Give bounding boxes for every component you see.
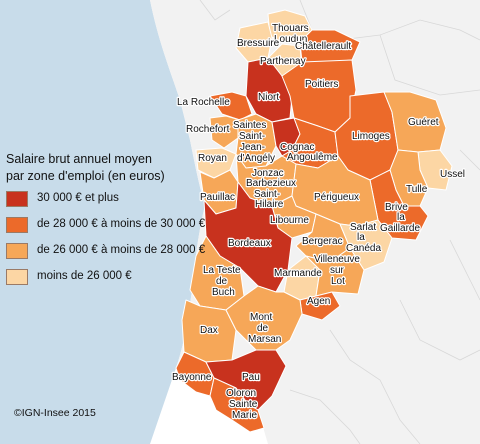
legend-title-line2: par zone d'emploi (en euros) bbox=[6, 169, 165, 183]
label-limoges: Limoges bbox=[352, 131, 390, 142]
legend-label: 30 000 € et plus bbox=[37, 192, 119, 204]
label-brive: Brive bbox=[385, 202, 408, 213]
label-lot: Lot bbox=[331, 276, 345, 287]
legend-item-under-26000: moins de 26 000 € bbox=[6, 267, 202, 289]
label-mont: Mont bbox=[250, 312, 272, 323]
zone-mont-de-marsan[interactable] bbox=[225, 285, 303, 351]
zone-oloron-sainte-marie[interactable] bbox=[209, 377, 265, 433]
label-saint-hilaire-1: Saint- bbox=[254, 189, 280, 200]
label-thouars: Thouars bbox=[272, 23, 309, 34]
label-agen: Agen bbox=[307, 296, 330, 307]
label-jonzac: Jonzac bbox=[252, 168, 284, 179]
label-gaillarde: Gaillarde bbox=[380, 223, 420, 234]
zone-niort[interactable] bbox=[245, 57, 293, 123]
zone-labels: Thouars Loudun Bressuire Châtellerault P… bbox=[171, 22, 466, 422]
legend-swatch bbox=[6, 191, 28, 207]
label-angouleme: Angoulême bbox=[287, 152, 338, 163]
atlantic-ocean bbox=[0, 0, 205, 444]
legend-swatch bbox=[6, 243, 28, 259]
label-marie: Marie bbox=[232, 410, 257, 421]
label-mont-de: de bbox=[257, 323, 269, 334]
label-la-rochelle: La Rochelle bbox=[177, 97, 230, 108]
label-marmande: Marmande bbox=[274, 268, 322, 279]
label-barbezieux: Barbezieux bbox=[246, 178, 296, 189]
legend-label: de 28 000 € à moins de 30 000 € bbox=[37, 218, 206, 230]
employment-zones bbox=[175, 9, 453, 433]
zone-la-rochelle[interactable] bbox=[209, 91, 253, 121]
label-de: de bbox=[216, 276, 228, 287]
label-dax: Dax bbox=[200, 325, 218, 336]
label-la-teste: La Teste bbox=[203, 265, 241, 276]
label-bressuire: Bressuire bbox=[237, 38, 280, 49]
label-jean: Jean- bbox=[240, 142, 265, 153]
label-loudun: Loudun bbox=[274, 34, 307, 45]
legend-title-line1: Salaire brut annuel moyen bbox=[6, 152, 152, 166]
label-bordeaux: Bordeaux bbox=[228, 238, 271, 249]
label-parthenay: Parthenay bbox=[260, 56, 306, 67]
legend-label: moins de 26 000 € bbox=[37, 270, 132, 282]
zone-villeneuve-sur-lot[interactable] bbox=[305, 247, 365, 297]
label-sur: sur bbox=[330, 265, 345, 276]
label-gueret: Guéret bbox=[408, 117, 439, 128]
label-brive-la: la bbox=[397, 212, 405, 223]
label-saint-hilaire-2: Hilaire bbox=[255, 199, 284, 210]
label-sarlat-la: la bbox=[357, 232, 365, 243]
outside-boundaries bbox=[199, 0, 480, 444]
label-caneda: Canéda bbox=[346, 243, 381, 254]
label-sarlat: Sarlat bbox=[350, 222, 376, 233]
legend-swatch bbox=[6, 217, 28, 233]
label-bergerac: Bergerac bbox=[302, 236, 343, 247]
label-ussel: Ussel bbox=[440, 169, 465, 180]
label-perigueux: Périgueux bbox=[314, 192, 359, 203]
label-royan: Royan bbox=[198, 153, 227, 164]
legend-swatch bbox=[6, 269, 28, 285]
legend: Salaire brut annuel moyen par zone d'emp… bbox=[6, 151, 206, 289]
label-chatellerault: Châtellerault bbox=[295, 41, 351, 52]
label-libourne: Libourne bbox=[270, 215, 309, 226]
label-buch: Buch bbox=[212, 287, 235, 298]
label-villeneuve: Villeneuve bbox=[314, 254, 360, 265]
label-bayonne: Bayonne bbox=[172, 372, 212, 383]
credit-text: ©IGN-Insee 2015 bbox=[14, 407, 96, 419]
legend-label: de 26 000 € à moins de 28 000 € bbox=[37, 244, 206, 256]
legend-item-30000-plus: 30 000 € et plus bbox=[6, 189, 202, 211]
legend-item-26000-28000: de 26 000 € à moins de 28 000 € bbox=[6, 241, 206, 263]
label-niort: Niort bbox=[258, 92, 279, 103]
label-dangely: d'Angély bbox=[237, 153, 275, 164]
label-saint: Saint- bbox=[239, 131, 265, 142]
label-saintes: Saintes bbox=[233, 120, 266, 131]
label-pau: Pau bbox=[242, 372, 260, 383]
label-pauillac: Pauillac bbox=[200, 192, 235, 203]
label-tulle: Tulle bbox=[406, 184, 428, 195]
label-cognac: Cognac bbox=[280, 142, 314, 153]
label-oloron: Oloron bbox=[226, 388, 256, 399]
label-sainte: Sainte bbox=[229, 399, 258, 410]
label-poitiers: Poitiers bbox=[305, 79, 338, 90]
label-rochefort: Rochefort bbox=[186, 124, 230, 135]
legend-item-28000-30000: de 28 000 € à moins de 30 000 € bbox=[6, 215, 206, 237]
label-marsan: Marsan bbox=[248, 334, 281, 345]
